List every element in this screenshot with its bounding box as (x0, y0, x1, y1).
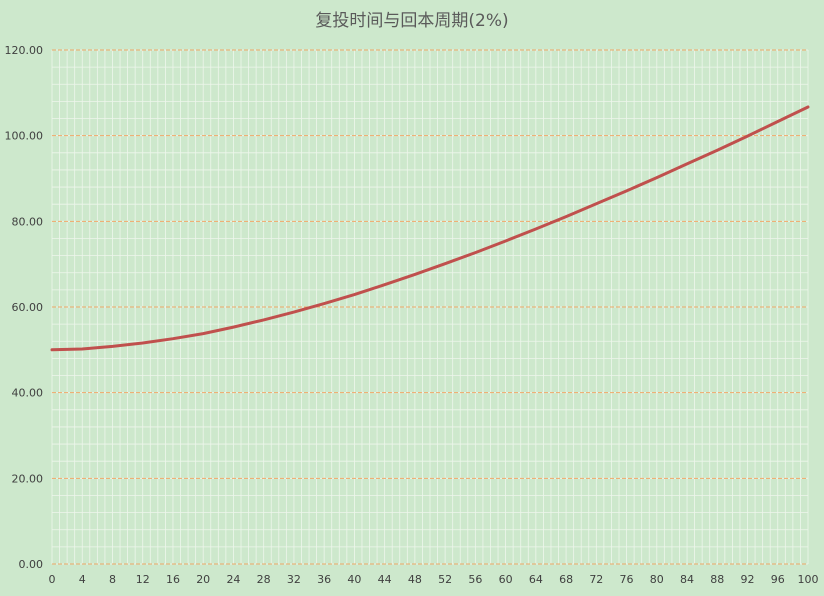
x-tick-label: 100 (798, 573, 819, 586)
x-tick-label: 72 (589, 573, 603, 586)
x-tick-label: 28 (257, 573, 271, 586)
x-tick-label: 40 (347, 573, 361, 586)
y-tick-label: 60.00 (12, 301, 44, 314)
x-tick-label: 0 (49, 573, 56, 586)
x-tick-label: 68 (559, 573, 573, 586)
x-tick-label: 32 (287, 573, 301, 586)
x-tick-label: 56 (468, 573, 482, 586)
x-tick-label: 52 (438, 573, 452, 586)
x-tick-label: 24 (226, 573, 240, 586)
y-tick-label: 80.00 (12, 215, 44, 228)
x-tick-label: 88 (710, 573, 724, 586)
y-tick-label: 120.00 (5, 44, 44, 57)
x-tick-label: 20 (196, 573, 210, 586)
y-tick-label: 20.00 (12, 472, 44, 485)
x-axis: 0 4 8 12 16 20 24 28 32 36 40 44 48 52 56 60 64 68 72 76 80 8… (49, 573, 819, 586)
x-tick-label: 8 (109, 573, 116, 586)
x-tick-label: 4 (79, 573, 86, 586)
x-tick-label: 60 (499, 573, 513, 586)
x-tick-label: 44 (378, 573, 392, 586)
y-axis: 0.00 20.00 40.00 60.00 80.00 100.00 120.00 (5, 44, 44, 571)
x-tick-label: 12 (136, 573, 150, 586)
x-tick-label: 64 (529, 573, 543, 586)
chart-title: 复投时间与回本周期(2%) (315, 11, 508, 31)
x-tick-label: 76 (620, 573, 634, 586)
series-line (50, 105, 810, 352)
major-grid (52, 49, 808, 565)
y-tick-label: 40.00 (12, 387, 44, 400)
series-group (50, 105, 810, 352)
x-tick-label: 84 (680, 573, 694, 586)
x-tick-label: 80 (650, 573, 664, 586)
y-tick-label: 0.00 (19, 558, 44, 571)
x-tick-label: 36 (317, 573, 331, 586)
x-tick-label: 48 (408, 573, 422, 586)
x-tick-label: 92 (741, 573, 755, 586)
y-tick-label: 100.00 (5, 130, 44, 143)
x-tick-label: 96 (771, 573, 785, 586)
x-tick-label: 16 (166, 573, 180, 586)
